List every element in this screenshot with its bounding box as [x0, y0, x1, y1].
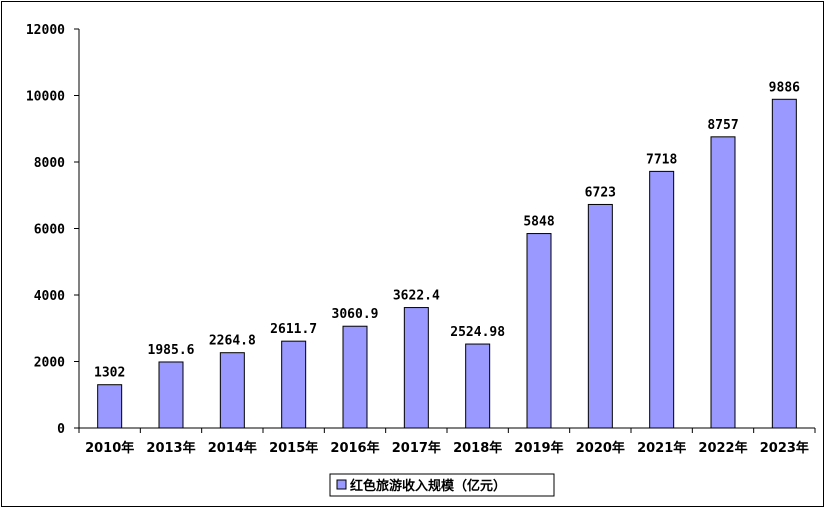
- bar[interactable]: [526, 233, 552, 429]
- x-tick-label: 2016年: [330, 440, 379, 456]
- data-label: 8757: [707, 118, 738, 133]
- bar[interactable]: [465, 343, 491, 429]
- x-tick-label: 2022年: [698, 440, 747, 456]
- y-tick-label: 10000: [26, 90, 65, 105]
- bar[interactable]: [710, 136, 736, 429]
- x-tick-label: 2015年: [269, 440, 318, 456]
- x-tick-label: 2014年: [208, 440, 257, 456]
- x-tick-label: 2020年: [576, 440, 625, 456]
- x-tick-label: 2018年: [453, 440, 502, 456]
- data-label: 7718: [646, 152, 677, 167]
- bar[interactable]: [649, 170, 675, 429]
- bar[interactable]: [403, 307, 429, 429]
- bar[interactable]: [281, 340, 307, 429]
- x-tick-label: 2023年: [760, 440, 809, 456]
- data-label: 2264.8: [209, 334, 256, 349]
- data-label: 1302: [94, 366, 125, 381]
- bar[interactable]: [342, 325, 368, 429]
- data-label: 2524.98: [450, 325, 505, 340]
- bar[interactable]: [158, 361, 184, 429]
- x-tick-label: 2013年: [146, 440, 195, 456]
- data-label: 3060.9: [332, 307, 379, 322]
- bar[interactable]: [587, 203, 613, 429]
- y-tick-label: 2000: [34, 356, 65, 371]
- data-label: 9886: [769, 80, 800, 95]
- bars: 1302 2010年 1985.6 2013年 2264.8 2014年 2611.7 201…: [85, 80, 809, 456]
- x-tick-label: 2019年: [514, 440, 563, 456]
- legend-box: [329, 473, 555, 497]
- y-tick-label: 4000: [34, 289, 65, 304]
- y-tick-label: 0: [57, 422, 65, 437]
- axes: 0 2000 4000 6000 8000 10000 12000: [26, 23, 816, 437]
- y-tick-label: 12000: [26, 23, 65, 38]
- x-tick-label: 2021年: [637, 440, 686, 456]
- bar[interactable]: [771, 98, 797, 429]
- bar[interactable]: [97, 384, 123, 429]
- y-tick-label: 6000: [34, 223, 65, 238]
- bar[interactable]: [219, 352, 245, 429]
- data-label: 2611.7: [270, 322, 317, 337]
- x-tick-label: 2017年: [392, 440, 441, 456]
- data-label: 5848: [523, 215, 554, 230]
- x-tick-label: 2010年: [85, 440, 134, 456]
- legend-swatch: [336, 479, 347, 490]
- data-label: 1985.6: [148, 343, 195, 358]
- data-label: 6723: [585, 185, 616, 200]
- legend[interactable]: 红色旅游收入规模（亿元）: [329, 473, 555, 497]
- legend-label: 红色旅游收入规模（亿元）: [350, 478, 506, 494]
- y-tick-label: 8000: [34, 156, 65, 171]
- data-label: 3622.4: [393, 289, 440, 304]
